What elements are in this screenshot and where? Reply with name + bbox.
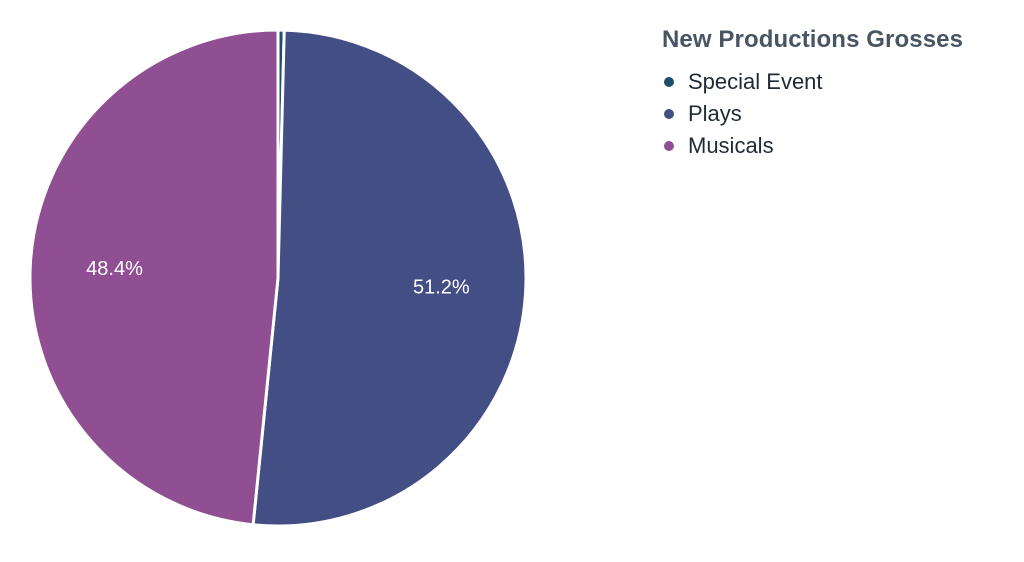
legend-dot-icon xyxy=(664,141,674,151)
legend-label: Plays xyxy=(688,101,742,126)
pie-slice-musicals[interactable] xyxy=(28,28,280,527)
chart-title: New Productions Grosses xyxy=(662,26,964,53)
legend-list: Special Event Plays Musicals xyxy=(662,66,963,162)
legend-item-special-event[interactable]: Special Event xyxy=(662,66,963,98)
legend-dot-icon xyxy=(664,109,674,119)
data-label-musicals: 48.4% xyxy=(86,258,143,280)
legend-dot-icon xyxy=(664,77,674,87)
legend: New Productions Grosses Special Event Pl… xyxy=(662,26,963,162)
pie-chart: 51.2% 48.4% xyxy=(28,28,528,528)
legend-item-plays[interactable]: Plays xyxy=(662,98,963,130)
data-label-plays: 51.2% xyxy=(413,277,470,299)
legend-item-musicals[interactable]: Musicals xyxy=(662,130,963,162)
legend-label: Musicals xyxy=(688,133,774,158)
pie-slice-plays[interactable] xyxy=(251,28,528,528)
legend-label: Special Event xyxy=(688,69,823,94)
